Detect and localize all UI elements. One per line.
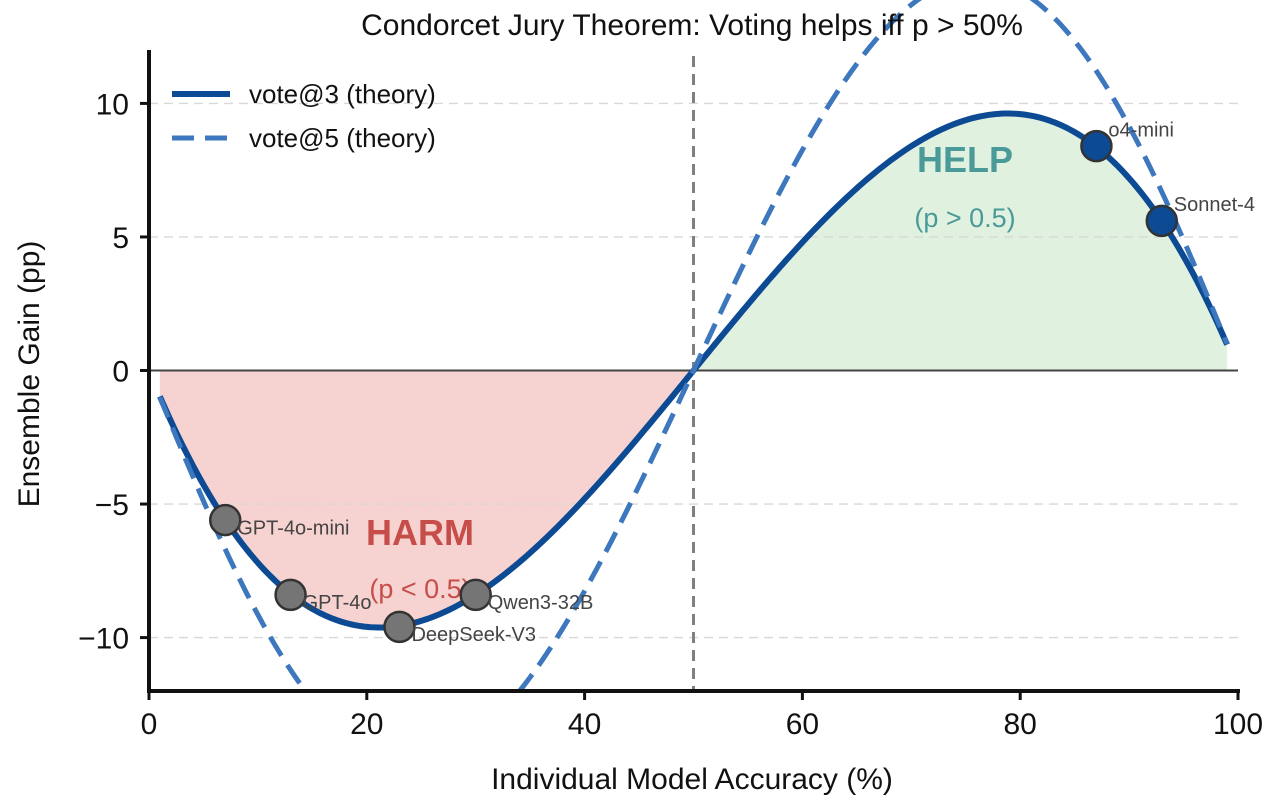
x-tick-label: 100 bbox=[1213, 708, 1263, 741]
y-axis-label: Ensemble Gain (pp) bbox=[13, 241, 46, 508]
point-label-sonnet-4: Sonnet-4 bbox=[1174, 194, 1255, 216]
regions-layer bbox=[159, 113, 1228, 628]
y-tick-label: −10 bbox=[78, 623, 129, 656]
y-tick-label: −5 bbox=[95, 489, 129, 522]
points-layer: GPT-4o-mini GPT-4o DeepSeek-V3 Qwen3-32B o4-… bbox=[208, 119, 1255, 646]
data-point-deepseek-v3 bbox=[383, 610, 416, 644]
help-sublabel: (p > 0.5) bbox=[914, 203, 1015, 233]
chart-title: Condorcet Jury Theorem: Voting helps iff… bbox=[361, 9, 1023, 42]
x-tick-label: 20 bbox=[350, 708, 383, 741]
data-point-gpt-4o-mini bbox=[208, 503, 242, 537]
point-label-o4-mini: o4-mini bbox=[1108, 119, 1174, 141]
axes-layer: 0 20 40 60 80 100 −10 −5 0 5 10 bbox=[78, 50, 1263, 741]
legend-label-vote5: vote@5 (theory) bbox=[249, 123, 436, 153]
legend-label-vote3: vote@3 (theory) bbox=[249, 79, 436, 109]
region-label-layer: HARM (p < 0.5) HELP (p > 0.5) bbox=[366, 139, 1016, 604]
data-point-o4-mini bbox=[1080, 129, 1113, 163]
legend: vote@3 (theory) vote@5 (theory) bbox=[172, 79, 436, 153]
point-label-deepseek-v3: DeepSeek-V3 bbox=[411, 624, 536, 646]
y-tick-label: 5 bbox=[112, 222, 129, 255]
y-tick-label: 10 bbox=[96, 88, 129, 121]
data-point-qwen3-32b bbox=[459, 578, 492, 612]
series-layer bbox=[157, 0, 1230, 691]
harm-region bbox=[159, 370, 694, 628]
x-tick-label: 60 bbox=[786, 708, 819, 741]
x-tick-label: 0 bbox=[141, 708, 158, 741]
series-line-vote5 bbox=[157, 0, 1230, 691]
data-point-gpt-4o bbox=[274, 578, 307, 612]
x-tick-label: 40 bbox=[568, 708, 601, 741]
x-axis-label: Individual Model Accuracy (%) bbox=[491, 763, 893, 796]
y-tick-label: 0 bbox=[112, 356, 129, 389]
data-point-sonnet-4 bbox=[1145, 204, 1179, 238]
point-label-gpt-4o: GPT-4o bbox=[303, 592, 372, 614]
point-label-qwen3-32b: Qwen3-32B bbox=[488, 592, 594, 614]
help-label: HELP bbox=[917, 139, 1013, 180]
harm-label: HARM bbox=[366, 512, 474, 553]
point-label-gpt-4o-mini: GPT-4o-mini bbox=[237, 517, 349, 539]
x-tick-label: 80 bbox=[1004, 708, 1037, 741]
help-region bbox=[693, 113, 1228, 371]
harm-sublabel: (p < 0.5) bbox=[369, 574, 470, 604]
